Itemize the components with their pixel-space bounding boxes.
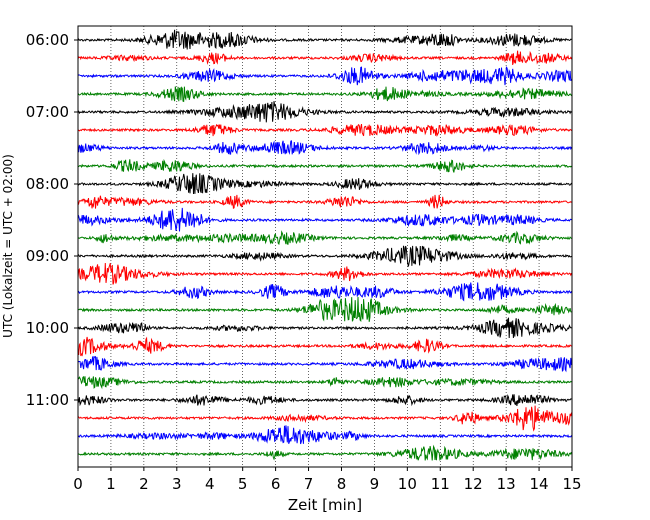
x-tick-label: 1 xyxy=(106,475,116,493)
seismic-trace xyxy=(77,394,572,407)
y-tick-label: 08:00 xyxy=(26,175,69,193)
seismic-trace xyxy=(77,230,572,246)
seismic-trace xyxy=(77,444,572,461)
plot-frame xyxy=(77,25,573,468)
seismic-trace xyxy=(77,336,572,357)
x-tick-label: 4 xyxy=(205,475,215,493)
x-tick-label: 9 xyxy=(370,475,380,493)
seismic-trace xyxy=(77,123,572,138)
x-tick-label: 8 xyxy=(337,475,347,493)
x-tick-label: 15 xyxy=(562,475,581,493)
x-tick-label: 11 xyxy=(431,475,450,493)
x-axis-ticks: 0 1 2 3 4 5 6 7 8 9 10 11 12 13 14 15 xyxy=(73,467,582,493)
y-tick-label: 06:00 xyxy=(26,31,69,49)
x-tick-label: 12 xyxy=(464,475,483,493)
seismic-trace xyxy=(77,263,572,285)
seismic-trace xyxy=(77,245,572,267)
x-tick-label: 7 xyxy=(304,475,314,493)
y-tick-label: 10:00 xyxy=(26,319,69,337)
x-tick-label: 2 xyxy=(139,475,149,493)
seismic-traces xyxy=(77,29,572,461)
seismic-trace xyxy=(77,375,572,390)
x-tick-label: 5 xyxy=(238,475,248,493)
x-axis-label: Zeit [min] xyxy=(288,496,362,514)
y-tick-label: 09:00 xyxy=(26,247,69,265)
seismic-trace xyxy=(77,282,572,302)
seismic-trace xyxy=(77,29,572,50)
seismic-trace xyxy=(77,317,572,339)
x-tick-label: 0 xyxy=(73,475,83,493)
seismic-trace xyxy=(77,158,572,173)
seismic-trace xyxy=(77,425,572,445)
y-tick-label: 11:00 xyxy=(26,391,69,409)
seismic-trace xyxy=(77,66,572,86)
seismic-trace xyxy=(77,50,572,65)
seismic-trace xyxy=(77,355,572,373)
x-tick-label: 10 xyxy=(398,475,417,493)
x-tick-label: 6 xyxy=(271,475,281,493)
seismic-trace xyxy=(77,140,572,156)
seismic-trace xyxy=(77,297,572,323)
x-tick-label: 13 xyxy=(497,475,516,493)
seismic-trace xyxy=(77,173,572,195)
seismic-trace xyxy=(77,86,572,103)
seismic-trace xyxy=(77,101,572,123)
x-tick-label: 14 xyxy=(530,475,549,493)
seismic-trace xyxy=(77,194,572,210)
seismic-trace xyxy=(77,405,572,432)
seismic-trace xyxy=(77,207,572,232)
y-axis-label: UTC (Lokalzeit = UTC + 02:00) xyxy=(1,154,15,338)
y-axis-ticks: 06:00 07:00 08:00 09:00 10:00 11:00 xyxy=(26,31,78,409)
y-tick-label: 07:00 xyxy=(26,103,69,121)
x-tick-label: 3 xyxy=(172,475,182,493)
